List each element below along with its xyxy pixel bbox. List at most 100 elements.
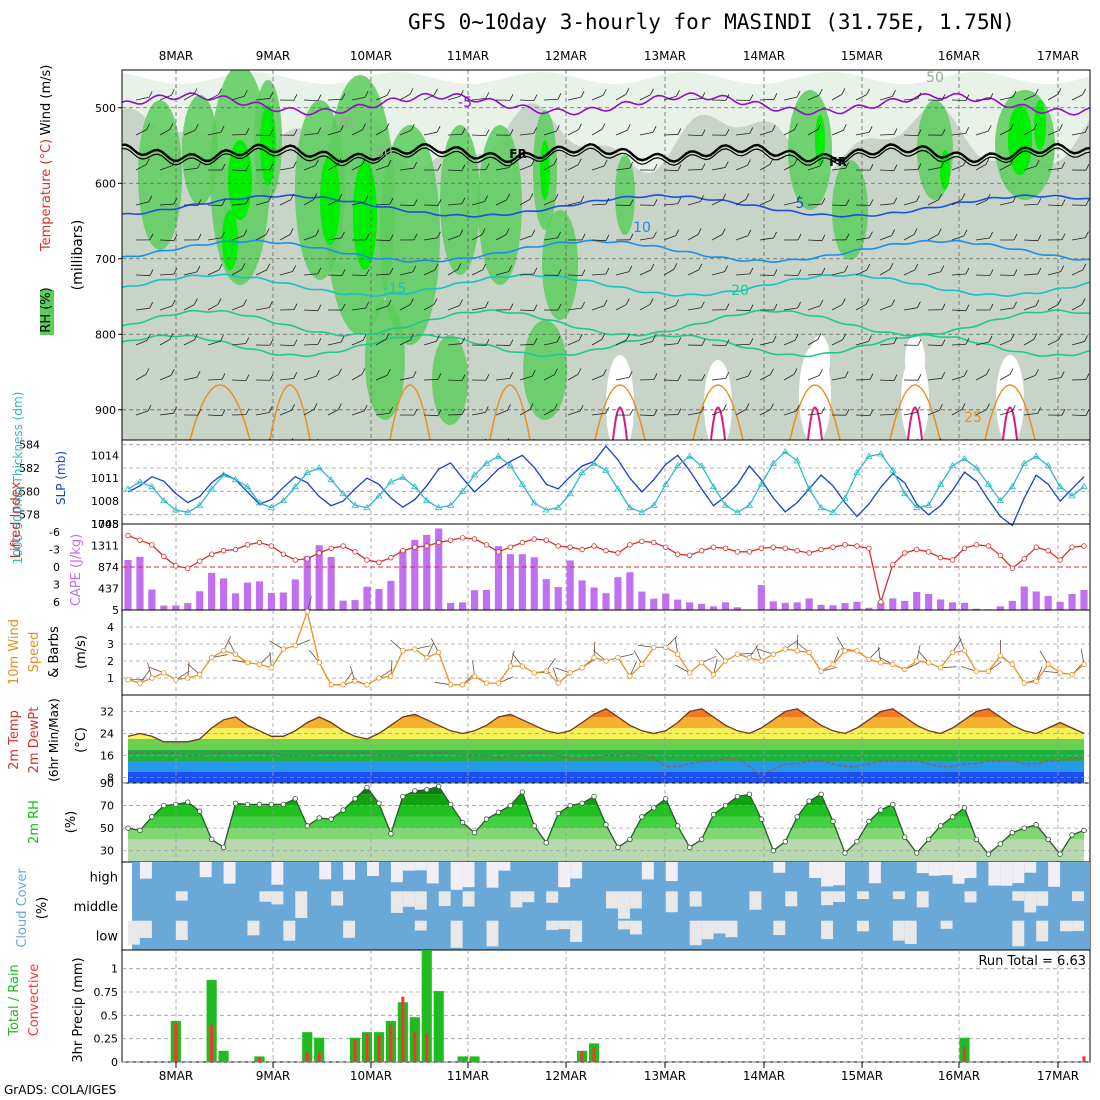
wind-barb	[183, 339, 195, 346]
wind-barb-flag	[1057, 298, 1062, 305]
rh2m-point	[173, 801, 179, 808]
wind-barb	[759, 98, 774, 101]
wind-speed-point	[507, 663, 514, 669]
rh2m-point	[196, 808, 203, 814]
wind-barb-flag	[170, 89, 175, 96]
cloud-gap	[271, 891, 284, 905]
wind-barb-flag	[554, 368, 558, 375]
wind-barb	[375, 239, 390, 242]
wind-barb-flag	[365, 269, 370, 276]
isotherm-20b	[122, 333, 1090, 358]
cape-bar	[996, 606, 1004, 610]
rh2m-point	[1069, 832, 1075, 838]
precip-panel-frame	[121, 949, 1091, 1063]
wind-barb	[207, 378, 222, 381]
thickness-tick-label: 578	[19, 509, 40, 522]
wind-barb-flag	[1059, 124, 1063, 131]
temp-band	[128, 708, 1084, 717]
wind-barb	[351, 339, 364, 346]
lifted-index-point	[734, 549, 741, 555]
rh2m-point	[663, 796, 669, 802]
slp-ylabel-thickness: 1000-500mb Thickness (dm)	[11, 392, 25, 565]
wind-barb-flag	[1085, 164, 1090, 171]
wind-speed-point	[316, 660, 322, 666]
slp-panel-frame	[121, 439, 1091, 525]
precip-tick-label: 0.75	[94, 986, 119, 999]
wind-barb	[567, 339, 580, 346]
lifted-index-point	[507, 544, 514, 550]
wind-barb	[519, 409, 531, 416]
wind-speed-point	[866, 656, 872, 662]
wind-barb-flag	[891, 229, 896, 236]
wind-barb	[735, 199, 747, 206]
wind-barb	[759, 341, 774, 346]
wind-barb	[543, 130, 557, 136]
wind-barb	[568, 449, 582, 450]
rh2m-point	[471, 829, 478, 836]
wind-barb-flag	[485, 374, 490, 381]
wind-speed-point	[1069, 671, 1075, 678]
wind-barb-flag	[1034, 88, 1039, 96]
wind-barb-flag	[194, 124, 199, 131]
date-label-top: 12MAR	[545, 49, 587, 63]
cape-bar	[447, 602, 455, 610]
wind-barb	[447, 203, 462, 206]
wind-barb-flag	[268, 301, 273, 308]
wind-barb-flag	[147, 404, 152, 412]
wind-barb	[519, 99, 534, 102]
contour-label: FR	[829, 155, 846, 169]
thickness-point	[207, 485, 216, 492]
wind-barb-flag	[317, 267, 322, 274]
rh2m-point	[412, 788, 418, 794]
cloud-gap	[1072, 891, 1084, 902]
wind-barb	[1047, 129, 1060, 136]
wind-barb-flag	[941, 94, 946, 101]
cloud-gap	[773, 862, 786, 873]
wind-speed-point	[937, 665, 944, 671]
wind-barb	[951, 99, 966, 101]
wind-barb-flag	[317, 338, 322, 345]
rh2m-point	[424, 787, 430, 793]
wind-barb-flag	[243, 299, 247, 306]
wind-barb-flag	[701, 92, 706, 99]
wind-barb	[1047, 339, 1059, 346]
wind-barb	[135, 339, 148, 346]
wind-barb-flag	[917, 129, 922, 136]
lifted-index-point	[651, 539, 657, 546]
wind-barb	[399, 376, 414, 381]
wind-barb	[975, 164, 987, 171]
wind-barb	[687, 98, 702, 101]
thickness-point	[1068, 492, 1076, 499]
cape-ylabel: CAPE (J/kg)	[69, 534, 84, 606]
wind-barb-flag	[677, 337, 682, 344]
wind-barb	[447, 133, 462, 136]
cape-bar	[901, 600, 909, 610]
wind-barb-flag	[221, 199, 226, 206]
wind-barb	[663, 134, 678, 136]
wind-barb	[952, 445, 963, 450]
wind-barb	[879, 235, 892, 241]
thickness-point	[781, 447, 789, 455]
wind-barb-flag	[556, 335, 561, 343]
wind-barb-flag	[961, 193, 966, 200]
wind-barb-flag	[509, 372, 514, 379]
wind-barb-flag	[963, 159, 967, 166]
wind-barb-flag	[675, 229, 680, 236]
wind-barb	[543, 98, 558, 101]
wind-barb-flag	[412, 265, 417, 273]
wind-barb-flag	[481, 228, 486, 235]
wind-barb	[279, 199, 291, 206]
cloud-gap	[713, 920, 726, 934]
wind-barb	[1071, 269, 1083, 276]
wind-barb-flag	[941, 372, 946, 379]
wind-barb-flag	[821, 198, 826, 205]
thickness-point	[184, 508, 192, 515]
wind-barb-flag	[245, 128, 250, 135]
wind-barb-flag	[700, 406, 705, 413]
precip-tick-label: 0.5	[101, 1009, 119, 1022]
wind-barb-flag	[437, 373, 442, 380]
wind-barb	[951, 309, 966, 312]
lifted-index-point	[256, 539, 263, 546]
wind-barb	[183, 129, 196, 136]
wind-barb-flag	[145, 158, 150, 165]
